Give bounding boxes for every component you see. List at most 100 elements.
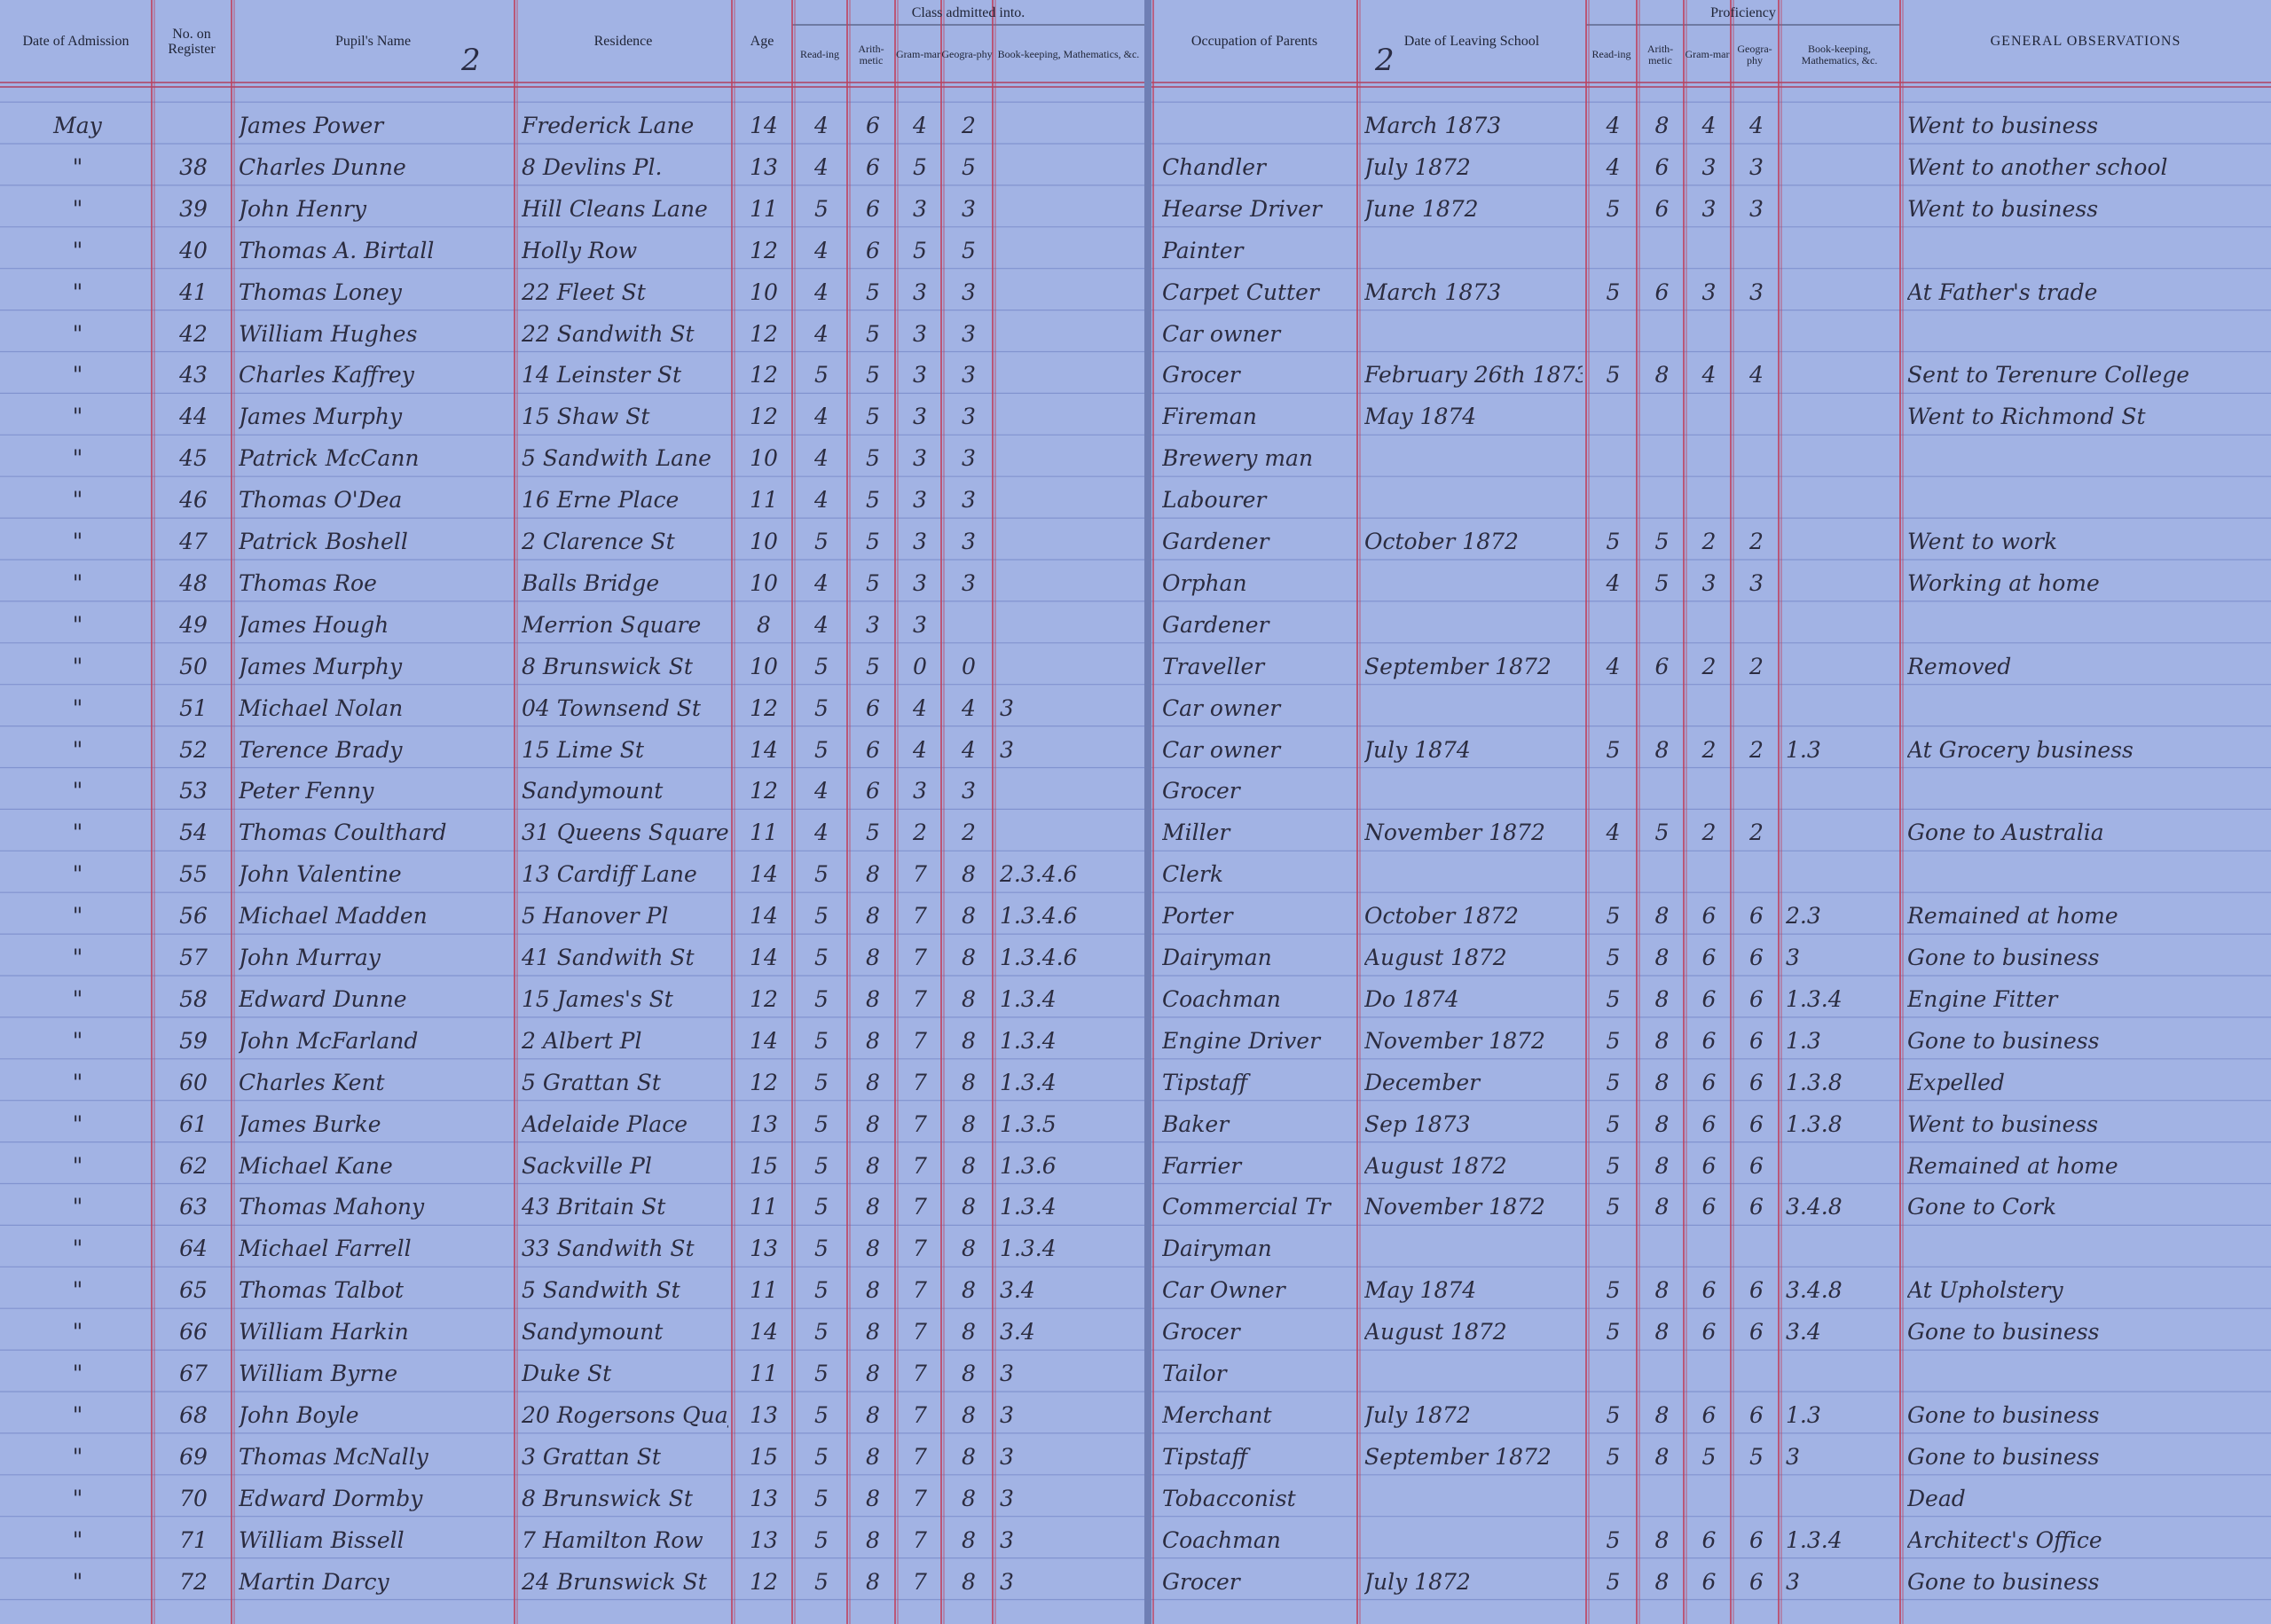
leaving-date: May 1874: [1364, 1277, 1477, 1304]
parent-occupation: Engine Driver: [1162, 1027, 1321, 1054]
register-number: 63: [179, 1194, 208, 1220]
residence: Hill Cleans Lane: [522, 195, 708, 222]
class-reading: 4: [814, 778, 829, 804]
prof-geography: 2: [1749, 529, 1764, 554]
class-bookkeeping: 3: [1000, 1361, 1014, 1386]
leaving-date: July 1874: [1364, 736, 1471, 763]
register-number: 59: [179, 1027, 208, 1054]
register-number: 45: [179, 445, 208, 472]
register-number: 65: [179, 1277, 208, 1304]
leaving-date: November 1872: [1364, 820, 1545, 846]
class-bookkeeping: 3: [1000, 694, 1014, 721]
prof-grammar: 2: [1701, 529, 1717, 554]
prof-reading: 5: [1606, 985, 1621, 1012]
class-grammar: 3: [913, 569, 927, 596]
header-cell: GENERAL OBSERVATIONS: [1990, 34, 2181, 49]
class-geography: 3: [962, 195, 976, 222]
class-geography: 3: [962, 445, 976, 472]
parent-occupation: Tailor: [1162, 1361, 1227, 1386]
prof-geography: 4: [1749, 362, 1764, 388]
observation: Gone to business: [1907, 1401, 2100, 1428]
class-geography: 3: [962, 569, 976, 596]
observation: Remained at home: [1907, 1152, 2118, 1179]
admission-date: ": [72, 237, 83, 263]
register-number: 44: [179, 404, 208, 430]
class-arithmetic: 8: [866, 861, 880, 888]
prof-arithmetic: 8: [1654, 903, 1670, 930]
observation: Gone to business: [1907, 1319, 2100, 1345]
pupil-name: John Valentine: [239, 861, 402, 888]
header-cell: Arith-metic: [1646, 42, 1674, 67]
pupil-name: John Murray: [239, 945, 381, 970]
class-bookkeeping: 1.3.4: [1000, 1069, 1057, 1095]
parent-occupation: Clerk: [1162, 861, 1224, 888]
prof-arithmetic: 8: [1654, 1069, 1670, 1095]
class-grammar: 3: [913, 487, 927, 514]
class-arithmetic: 5: [866, 362, 880, 388]
pupil-name: Patrick Boshell: [239, 529, 408, 554]
residence: Sandymount: [522, 778, 664, 804]
age: 14: [750, 903, 778, 930]
pupil-name: Thomas McNally: [239, 1443, 428, 1470]
prof-bookkeeping: 1.3.8: [1786, 1069, 1843, 1095]
prof-reading: 5: [1606, 529, 1621, 554]
register-number: 54: [179, 820, 208, 846]
class-grammar: 0: [913, 653, 927, 679]
register-number: 64: [179, 1236, 208, 1262]
class-arithmetic: 8: [866, 985, 880, 1012]
prof-arithmetic: 6: [1654, 153, 1670, 180]
leaving-date: Do 1874: [1364, 985, 1459, 1012]
class-geography: 8: [962, 1069, 976, 1095]
pupil-name: Edward Dormby: [239, 1485, 423, 1511]
parent-occupation: Car owner: [1162, 694, 1281, 721]
leaving-date: July 1872: [1364, 1568, 1471, 1595]
register-number: 58: [179, 985, 208, 1012]
class-arithmetic: 8: [866, 1361, 880, 1386]
class-geography: 8: [962, 1526, 976, 1553]
class-reading: 4: [814, 113, 829, 138]
pupil-name: Patrick McCann: [239, 445, 420, 472]
admission-date: ": [72, 694, 83, 721]
class-arithmetic: 8: [866, 1443, 880, 1470]
prof-bookkeeping: 1.3.8: [1786, 1110, 1843, 1137]
observation: Gone to business: [1907, 1568, 2100, 1595]
class-reading: 5: [814, 985, 829, 1012]
observation: Sent to Terenure College: [1907, 362, 2189, 388]
leaving-date: July 1872: [1364, 153, 1471, 180]
class-grammar: 2: [913, 820, 927, 846]
residence: 33 Sandwith St: [522, 1236, 695, 1262]
prof-grammar: 6: [1701, 1194, 1717, 1220]
class-arithmetic: 8: [866, 903, 880, 930]
parent-occupation: Grocer: [1162, 1568, 1240, 1595]
residence: 22 Sandwith St: [522, 320, 695, 347]
class-geography: 2: [962, 820, 976, 846]
admission-date: ": [72, 404, 83, 430]
class-geography: 4: [962, 736, 976, 763]
prof-reading: 5: [1606, 1194, 1621, 1220]
register-number: 61: [179, 1110, 208, 1137]
register-number: 53: [179, 778, 208, 804]
prof-grammar: 6: [1701, 945, 1717, 970]
class-geography: 8: [962, 1277, 976, 1304]
prof-reading: 5: [1606, 736, 1621, 763]
class-arithmetic: 8: [866, 1194, 880, 1220]
class-reading: 5: [814, 195, 829, 222]
pupil-name: Peter Fenny: [239, 778, 374, 804]
pupil-name: James Power: [239, 113, 384, 138]
register-number: 50: [179, 653, 208, 679]
header-cell: Residence: [593, 34, 653, 49]
class-grammar: 5: [913, 237, 927, 263]
class-reading: 4: [814, 820, 829, 846]
prof-geography: 6: [1749, 1319, 1764, 1345]
parent-occupation: Baker: [1162, 1110, 1230, 1137]
register-number: 49: [179, 611, 208, 638]
leaving-date: February 26th 1873: [1364, 362, 1583, 388]
residence: 5 Sandwith Lane: [522, 445, 711, 472]
class-bookkeeping: 1.3.4: [1000, 1027, 1057, 1054]
parent-occupation: Farrier: [1162, 1152, 1242, 1179]
prof-grammar: 6: [1701, 1526, 1717, 1553]
observation: Engine Fitter: [1907, 985, 2058, 1012]
class-reading: 5: [814, 945, 829, 970]
class-grammar: 3: [913, 362, 927, 388]
